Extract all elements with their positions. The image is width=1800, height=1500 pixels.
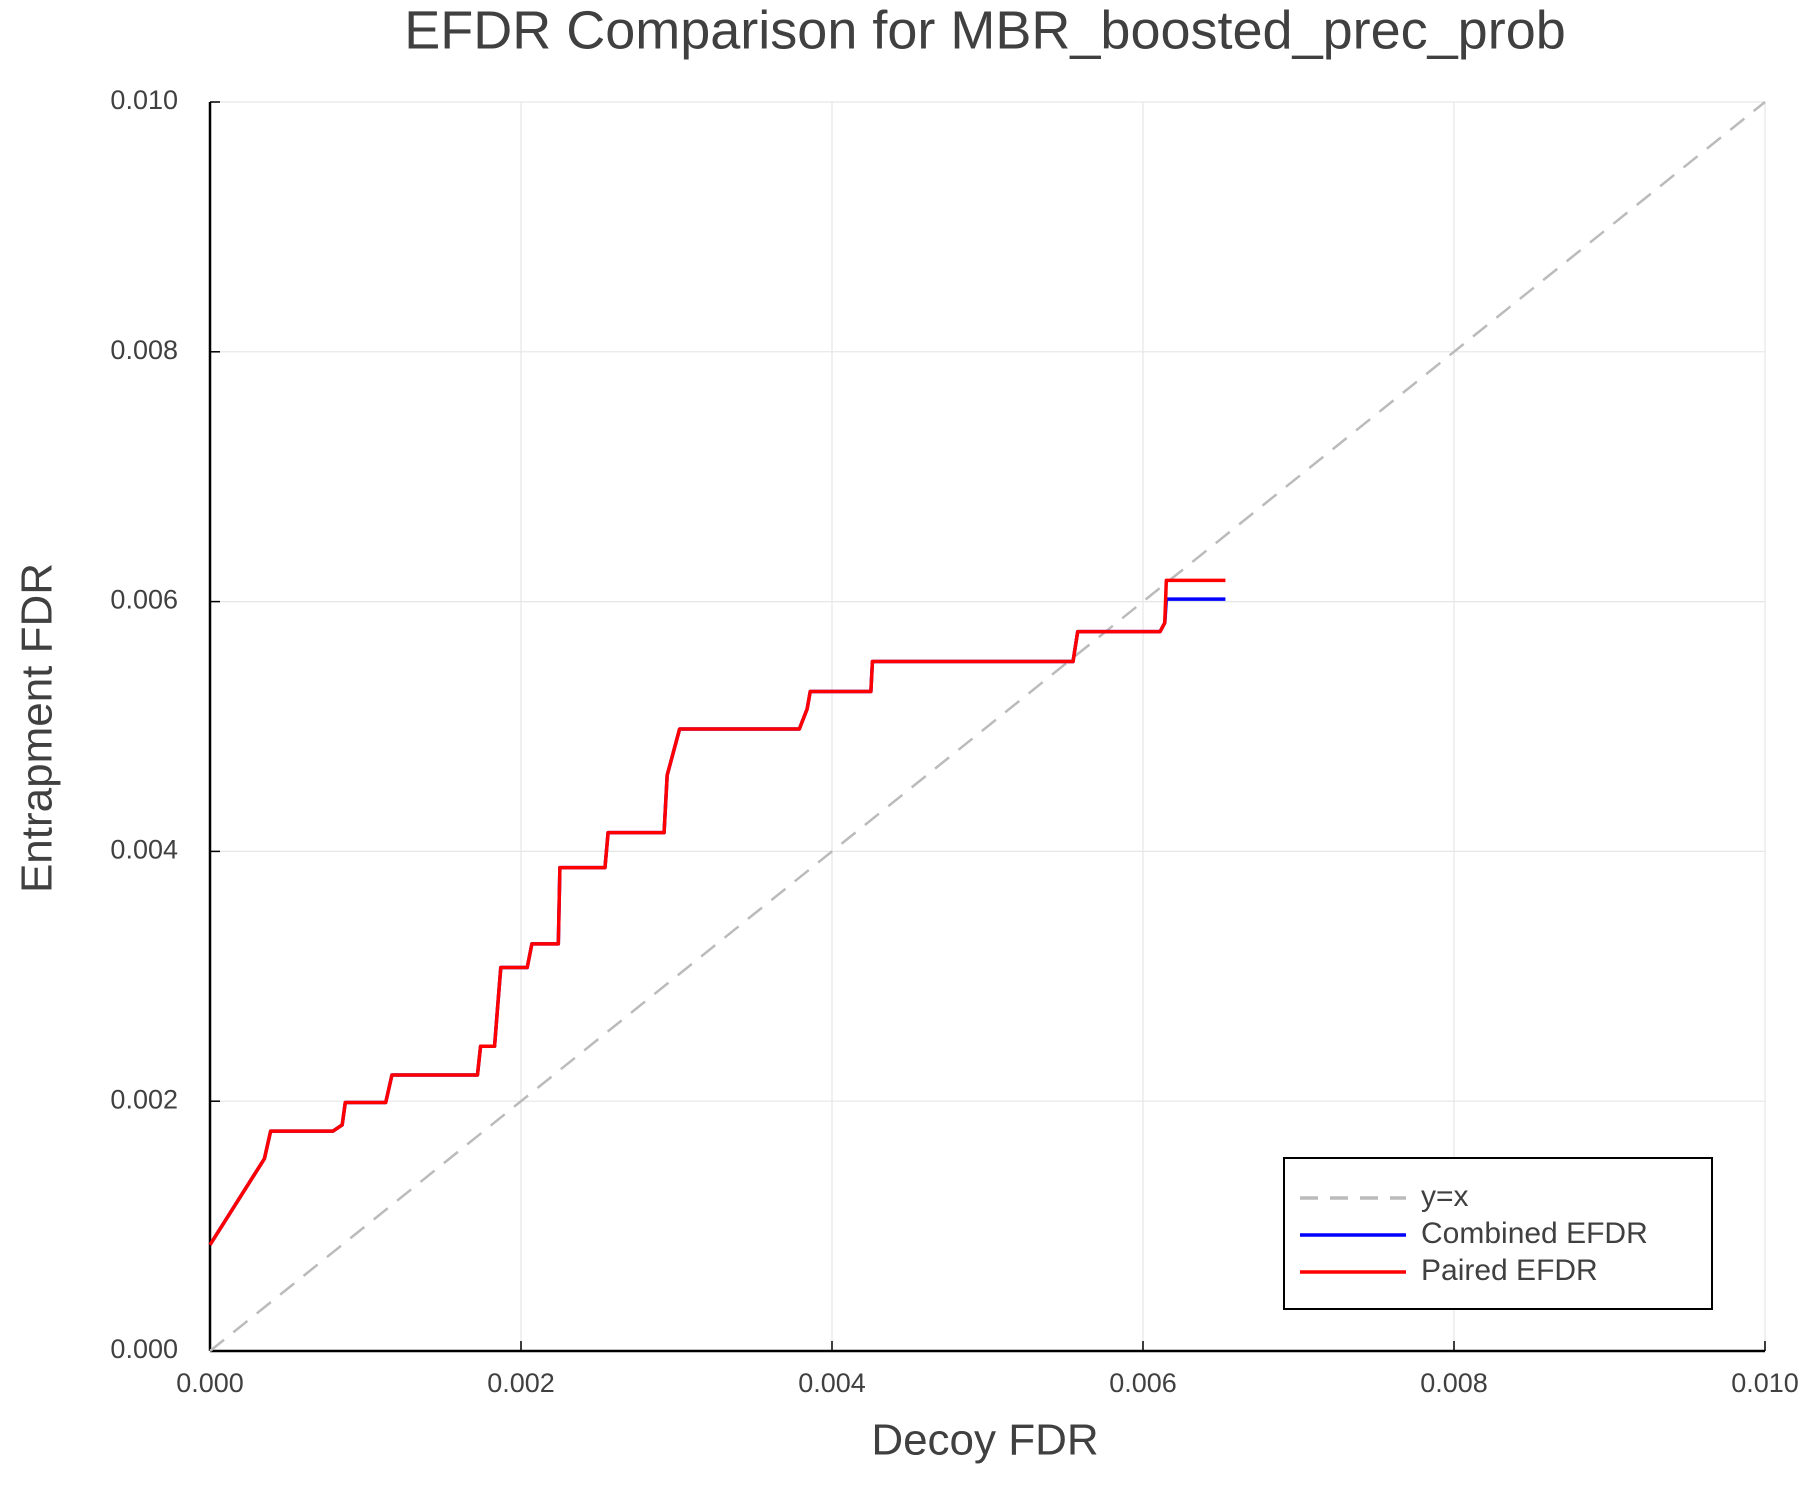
y-tick-label: 0.000 [110, 1334, 178, 1364]
series-line [209, 101, 1766, 1352]
legend-label: Combined EFDR [1421, 1217, 1648, 1250]
y-axis-label: Entrapment FDR [13, 563, 62, 893]
series-line [208, 597, 1226, 1246]
x-tick-label: 0.004 [798, 1368, 866, 1398]
x-tick-label: 0.010 [1731, 1368, 1799, 1398]
y-tick-label: 0.004 [110, 835, 178, 865]
x-tick-label: 0.000 [176, 1368, 244, 1398]
legend: y=x Combined EFDR Paired EFDR [1283, 1157, 1713, 1310]
x-axis-label: Decoy FDR [871, 1416, 1098, 1465]
y-tick-label: 0.006 [110, 585, 178, 615]
y-tick-label: 0.002 [110, 1084, 178, 1114]
y-tick-label: 0.010 [110, 85, 178, 115]
y-tick-label: 0.008 [110, 335, 178, 365]
series-line [208, 578, 1226, 1246]
legend-label: y=x [1421, 1180, 1469, 1213]
x-tick-label: 0.002 [487, 1368, 555, 1398]
chart-title: EFDR Comparison for MBR_boosted_prec_pro… [404, 0, 1566, 60]
legend-label: Paired EFDR [1421, 1254, 1598, 1287]
x-tick-label: 0.008 [1420, 1368, 1488, 1398]
x-tick-label: 0.006 [1109, 1368, 1177, 1398]
